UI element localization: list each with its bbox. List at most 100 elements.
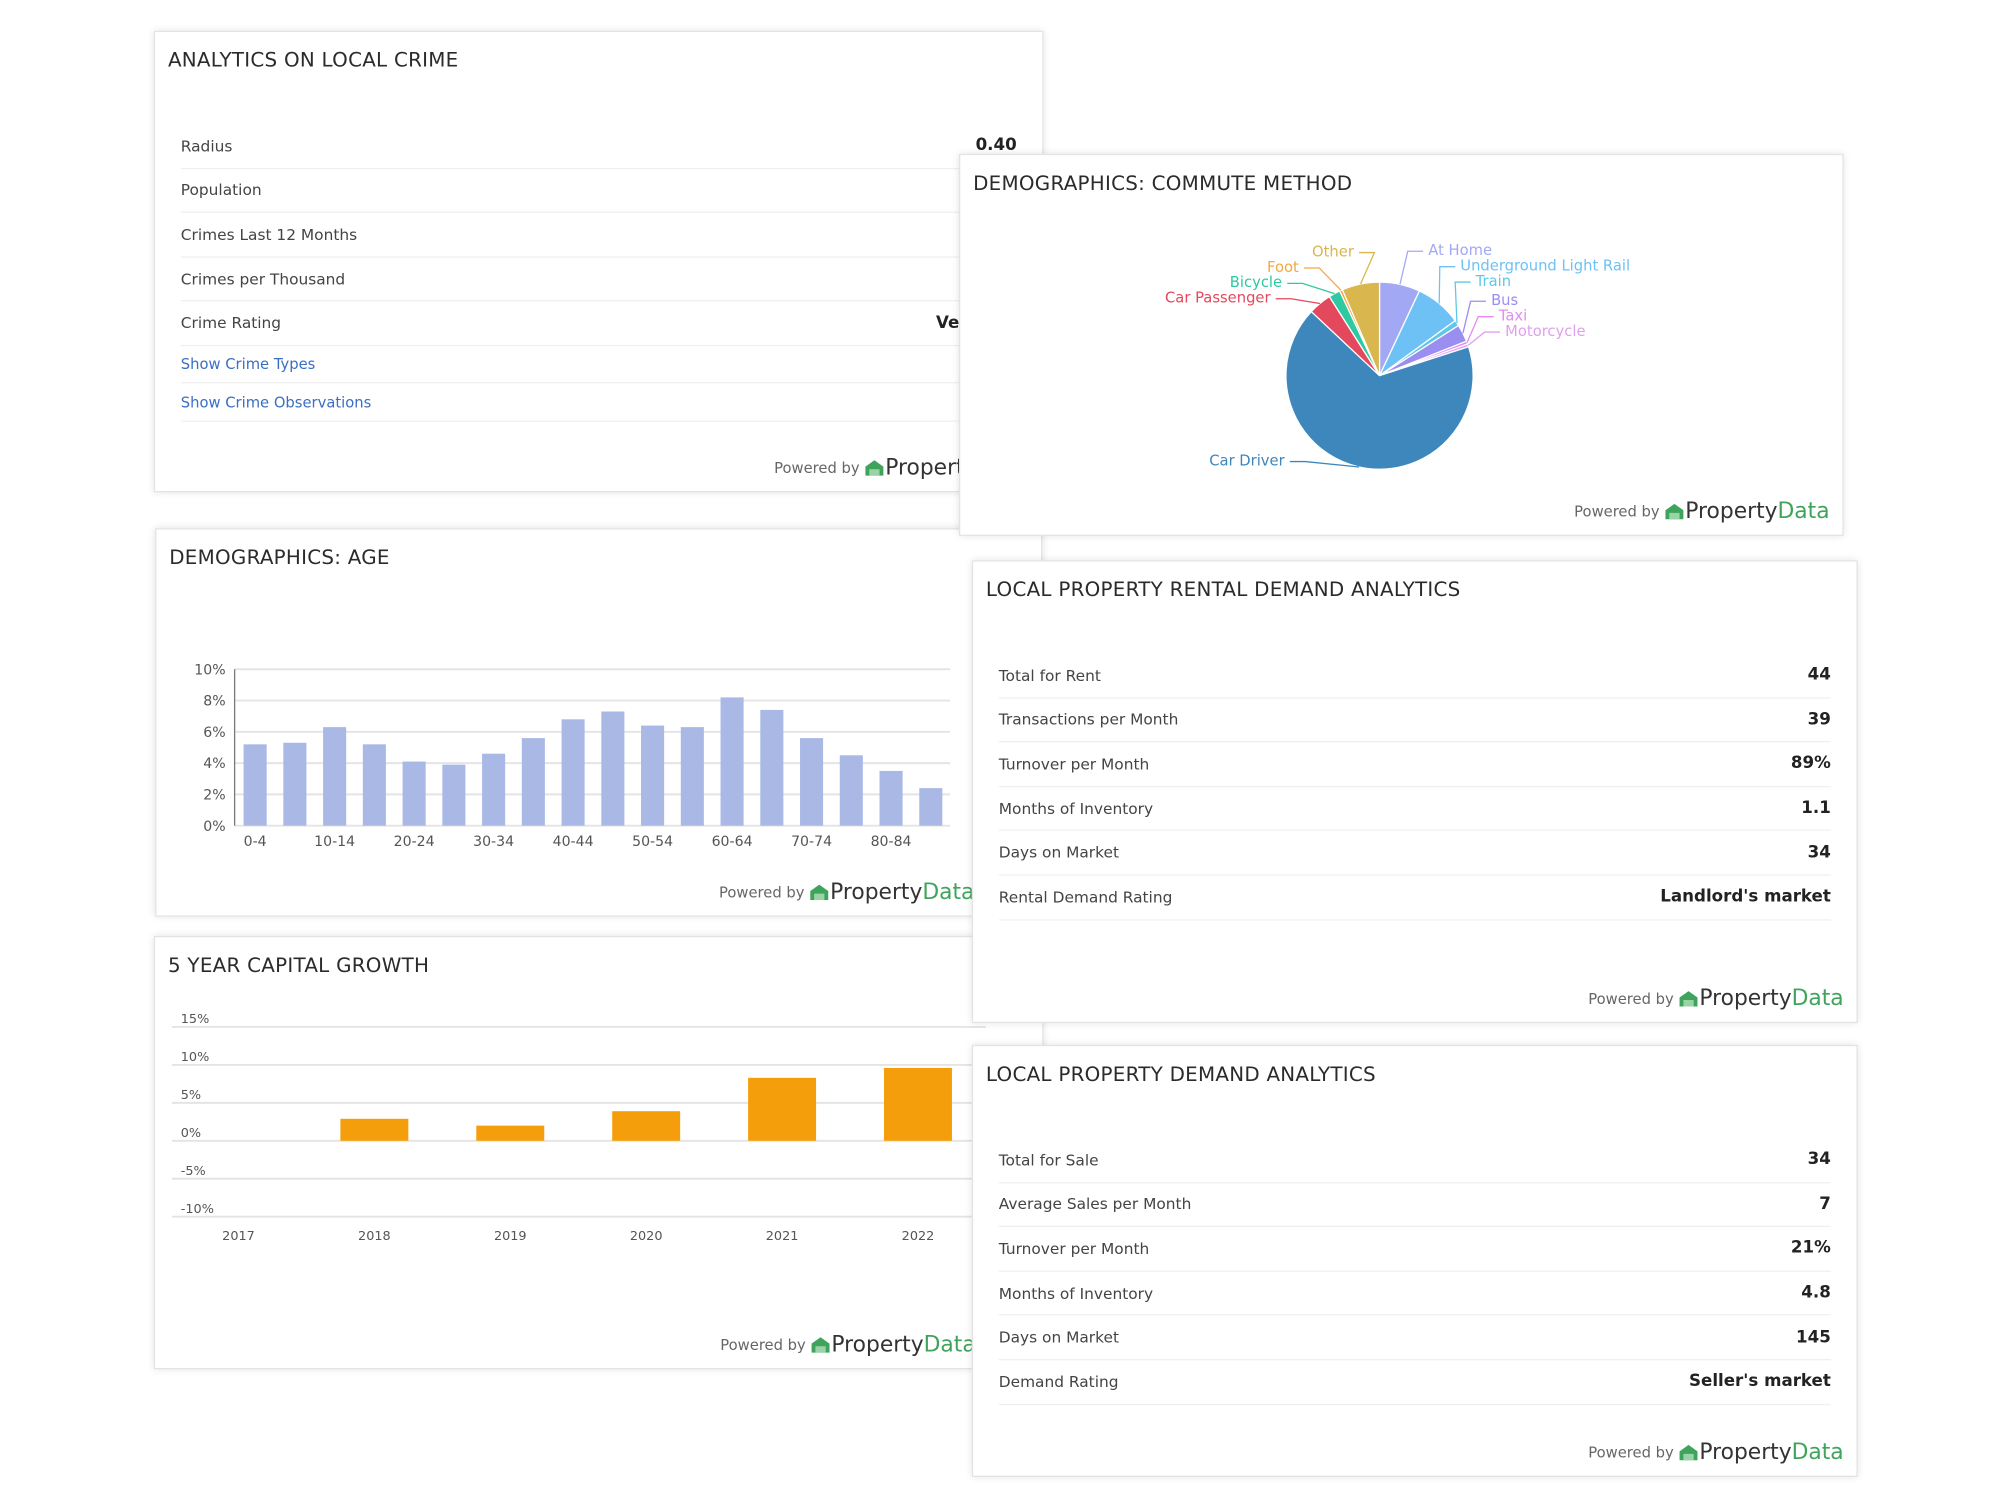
bar <box>839 755 863 826</box>
row-label: Turnover per Month <box>998 1239 1150 1258</box>
x-tick-label: 2020 <box>630 1229 663 1244</box>
powered-by: Powered by <box>1574 502 1660 521</box>
row-value: 34 <box>1807 1150 1831 1170</box>
bar <box>641 725 665 826</box>
brand: Data <box>922 879 975 906</box>
bar <box>340 1118 409 1141</box>
chart: -10% -5% 0% 5% 10% 15% 2017 2018 2019 2020 2021 202… <box>171 1012 986 1244</box>
row-value: 21% <box>1790 1239 1831 1259</box>
x-tick-label: 30-34 <box>473 834 514 850</box>
brand: Data <box>923 1332 976 1358</box>
x-tick-label: 10-14 <box>314 834 355 850</box>
brand: Data <box>1791 985 1844 1012</box>
row-label: Average Sales per Month <box>998 1195 1192 1214</box>
x-tick-label: 2021 <box>766 1229 799 1244</box>
row-label: Crimes Last 12 Months <box>180 225 358 244</box>
x-tick-label: 20-24 <box>394 834 435 850</box>
row-value: 89% <box>1790 754 1831 774</box>
leader-line <box>1462 300 1486 334</box>
bar <box>362 744 386 826</box>
link[interactable]: Show Crime Types <box>180 346 1017 384</box>
table-row: Transactions per Month 39 <box>998 698 1831 743</box>
row-label: Turnover per Month <box>998 755 1150 774</box>
pie-label: Bus <box>1491 292 1518 309</box>
row-value: 7 <box>1819 1194 1831 1215</box>
table-row: Turnover per Month 21% <box>998 1227 1831 1272</box>
y-tick-label: 0% <box>203 819 225 835</box>
panel-title: 5 YEAR CAPITAL GROWTH <box>167 953 430 977</box>
brand: Property <box>831 1332 924 1358</box>
row-value: 39 <box>1807 710 1831 730</box>
x-tick-label: 40-44 <box>553 834 594 850</box>
link[interactable]: Show Crime Observations <box>180 384 1017 422</box>
y-tick-label: 6% <box>203 725 225 741</box>
row-label: Radius <box>180 136 233 155</box>
pie-label: Car Passenger <box>1165 290 1271 307</box>
table-row: Months of Inventory 4.8 <box>998 1272 1831 1316</box>
row-value: 4.8 <box>1801 1283 1831 1303</box>
bar <box>720 697 744 826</box>
table-row: Crimes per Thousand <box>180 257 1017 302</box>
pie-label: At Home <box>1428 242 1492 259</box>
panel-title: DEMOGRAPHICS: COMMUTE METHOD <box>973 171 1353 195</box>
row-label: Total for Sale <box>998 1151 1099 1170</box>
row-label: Crime Rating <box>180 314 282 333</box>
table-row: Population <box>180 169 1017 214</box>
growth-panel: 5 YEAR CAPITAL GROWTH -10% -5% 0% 5% 10% 15% 2… <box>153 935 1044 1370</box>
age-panel: DEMOGRAPHICS: AGE 0% 2% 4% 6% 8% 10% 0-4 10-14 2… <box>155 528 1043 917</box>
logo-icon <box>1666 503 1684 520</box>
table: Radius 0.40 Population Crimes Last 12 Month… <box>180 124 1017 422</box>
logo-icon <box>1680 991 1699 1007</box>
row-label: Rental Demand Rating <box>998 888 1173 907</box>
logo-icon <box>812 1337 831 1353</box>
pie-slice <box>1285 310 1474 470</box>
y-tick-label: 2% <box>203 788 225 804</box>
crime-panel: ANALYTICS ON LOCAL CRIME Radius 0.40 Popul… <box>153 30 1044 493</box>
brand: Data <box>1791 1439 1844 1466</box>
brand: Property <box>830 879 923 906</box>
pie-label: Car Driver <box>1209 452 1285 469</box>
table-row: Rental Demand Rating Landlord's market <box>998 876 1831 920</box>
y-tick-label: 0% <box>181 1126 201 1141</box>
table-row: Radius 0.40 <box>180 124 1017 169</box>
table-row: Average Sales per Month 7 <box>998 1183 1831 1228</box>
table-row: Turnover per Month 89% <box>998 743 1831 787</box>
bar <box>748 1077 817 1141</box>
panel-title: LOCAL PROPERTY RENTAL DEMAND ANALYTICS <box>985 578 1461 602</box>
brand: Data <box>1777 498 1830 525</box>
row-value: 0.40 <box>975 136 1017 156</box>
row-label: Transactions per Month <box>998 710 1179 729</box>
brand: Property <box>1699 1439 1792 1466</box>
brand: Property <box>1699 985 1792 1012</box>
pie-label: Underground Light Rail <box>1460 258 1630 275</box>
y-tick-label: 15% <box>181 1012 209 1027</box>
x-tick-label: 2018 <box>358 1229 391 1244</box>
bar <box>323 727 347 826</box>
row-value: 1.1 <box>1801 798 1831 819</box>
leader-line <box>1466 316 1494 343</box>
table-row: Crimes Last 12 Months <box>180 213 1017 258</box>
logo-icon <box>866 460 884 476</box>
bar <box>561 719 585 826</box>
row-label: Population <box>180 181 262 200</box>
x-tick-label: 2022 <box>902 1229 935 1244</box>
y-tick-label: 5% <box>181 1088 201 1103</box>
table-row: Months of Inventory 1.1 <box>998 787 1831 832</box>
leader-line <box>1275 298 1320 305</box>
bar <box>879 770 903 826</box>
row-value: 44 <box>1807 665 1831 686</box>
y-tick-label: 8% <box>203 694 225 710</box>
leader-line <box>1399 250 1424 285</box>
bar <box>442 764 466 826</box>
row-value: Seller's market <box>1689 1372 1831 1392</box>
row-label: Months of Inventory <box>998 1284 1154 1303</box>
pie-label: Foot <box>1267 259 1299 276</box>
bar <box>243 744 267 826</box>
